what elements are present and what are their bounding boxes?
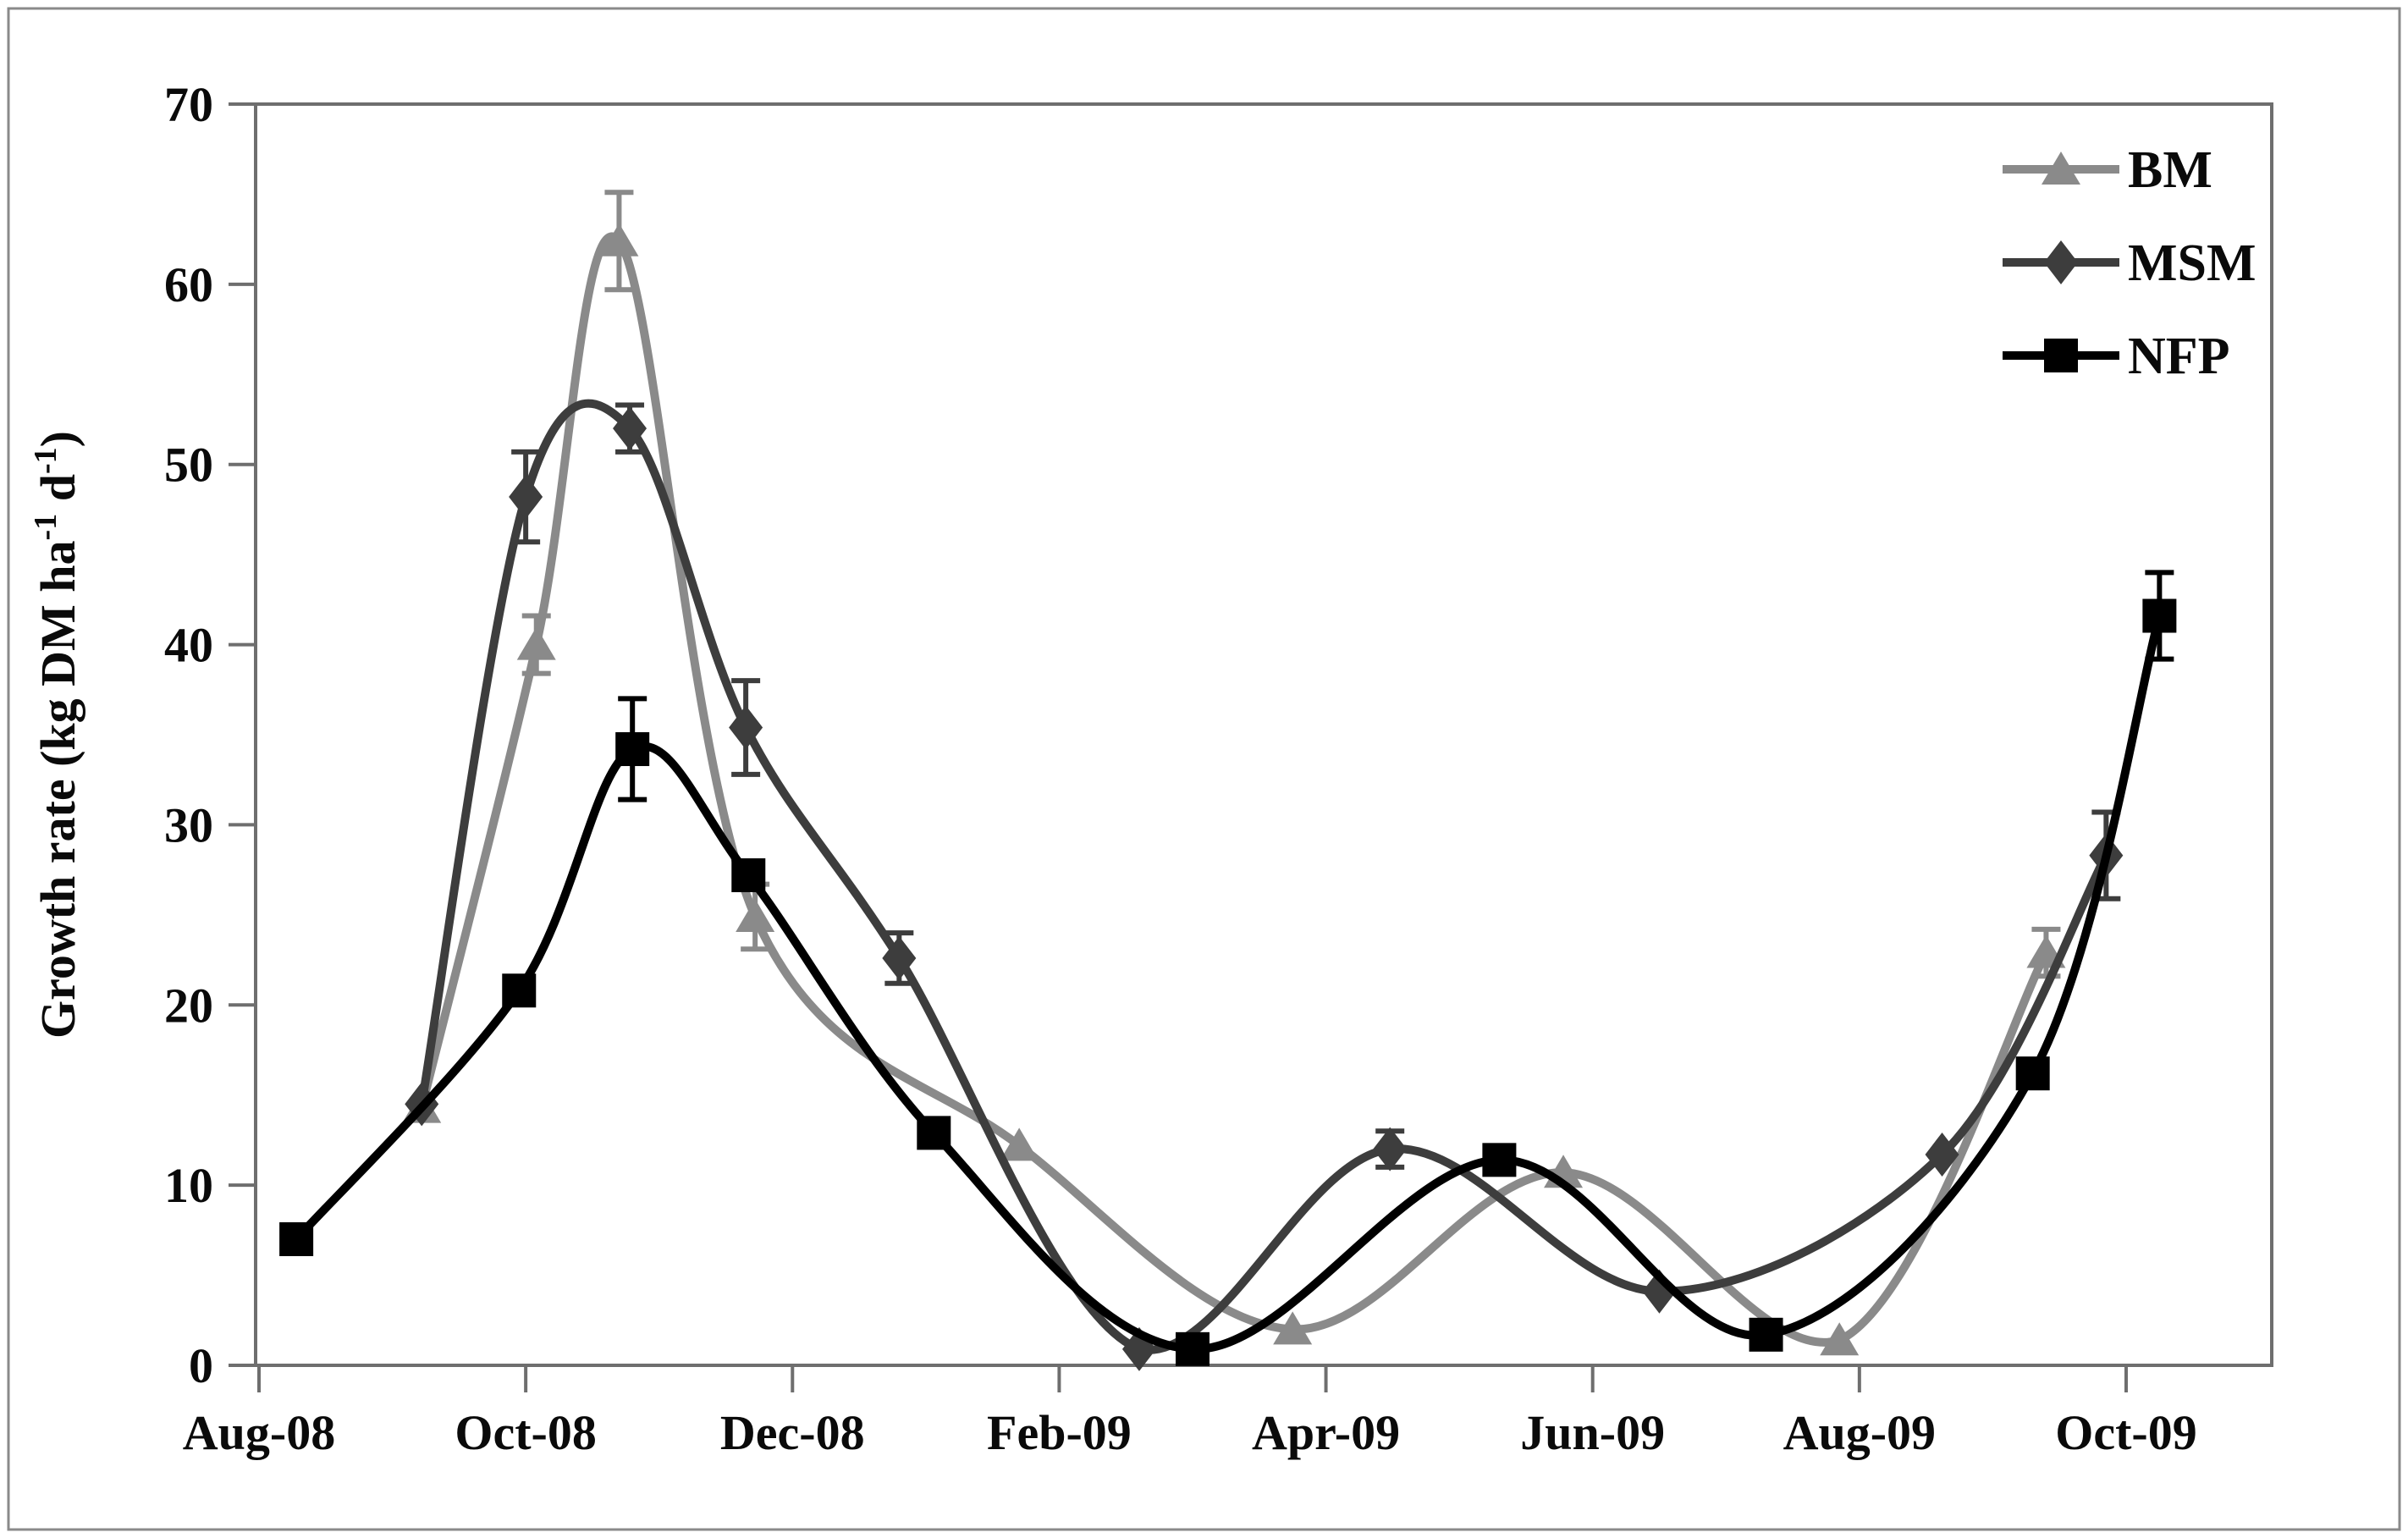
- y-tick-label: 50: [164, 438, 213, 493]
- x-tick-label: Apr-09: [1252, 1405, 1400, 1460]
- series-line-NFP: [292, 611, 2164, 1353]
- marker-BM: [736, 898, 775, 932]
- series-line-BM: [417, 232, 2051, 1347]
- marker-MSM: [1925, 1132, 1959, 1177]
- marker-NFP: [502, 973, 537, 1008]
- y-tick-label: 20: [164, 978, 213, 1033]
- marker-BM: [1273, 1311, 1313, 1345]
- x-tick-label: Oct-09: [2055, 1405, 2197, 1460]
- legend-marker-square: [2044, 339, 2078, 372]
- marker-NFP: [2015, 1056, 2050, 1091]
- series-line-MSM: [417, 399, 2111, 1354]
- marker-NFP: [2142, 598, 2177, 633]
- legend: BM MSM NFP: [2003, 141, 2256, 385]
- y-axis: 0 10 20 30 40 50 60 70: [164, 77, 256, 1393]
- marker-MSM: [729, 705, 763, 750]
- series-NFP: [279, 570, 2177, 1366]
- marker-BM: [1000, 1127, 1039, 1161]
- x-tick-label: Feb-09: [987, 1405, 1132, 1460]
- figure-border: [7, 7, 2401, 1531]
- marker-NFP: [1749, 1317, 1783, 1352]
- y-tick-label: 40: [164, 618, 213, 673]
- marker-NFP: [279, 1222, 314, 1256]
- y-tick-label: 30: [164, 797, 213, 852]
- x-tick-label: Dec-08: [720, 1405, 865, 1460]
- x-tick-label: Oct-08: [455, 1405, 597, 1460]
- marker-BM: [1820, 1322, 1860, 1356]
- marker-NFP: [917, 1116, 951, 1150]
- plot-area-border: [254, 102, 2273, 1367]
- legend-label: NFP: [2128, 328, 2230, 385]
- legend-marker-triangle: [2042, 152, 2080, 185]
- legend-item-MSM: MSM: [2003, 234, 2256, 292]
- marker-MSM: [509, 475, 543, 520]
- marker-NFP: [615, 732, 650, 767]
- x-tick-label: Aug-08: [183, 1405, 335, 1460]
- marker-NFP: [1175, 1331, 1210, 1366]
- legend-item-NFP: NFP: [2003, 328, 2230, 385]
- y-axis-title: Growth rate (kg DM ha-1 d-1): [28, 431, 85, 1039]
- y-tick-label: 70: [164, 77, 213, 132]
- marker-MSM: [882, 935, 917, 980]
- marker-BM: [599, 223, 639, 256]
- y-tick-label: 0: [189, 1338, 213, 1393]
- legend-marker-diamond: [2044, 240, 2078, 284]
- x-tick-label: Aug-09: [1783, 1405, 1936, 1460]
- marker-NFP: [1482, 1143, 1517, 1177]
- marker-MSM: [1373, 1127, 1408, 1171]
- legend-label: BM: [2128, 141, 2212, 199]
- x-tick-label: Jun-09: [1520, 1405, 1665, 1460]
- x-axis: Aug-08 Oct-08 Dec-08 Feb-09 Apr-09 Jun-09 Aug-…: [183, 1365, 2197, 1460]
- marker-BM: [516, 626, 556, 660]
- y-tick-label: 60: [164, 257, 213, 312]
- marker-NFP: [731, 858, 766, 893]
- marker-MSM: [613, 406, 647, 451]
- y-tick-label: 10: [164, 1158, 213, 1213]
- legend-label: MSM: [2128, 234, 2256, 292]
- legend-item-BM: BM: [2003, 141, 2212, 199]
